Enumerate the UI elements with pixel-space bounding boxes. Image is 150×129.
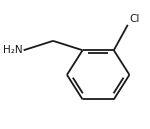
Text: H₂N: H₂N	[3, 45, 22, 55]
Text: Cl: Cl	[129, 14, 140, 24]
